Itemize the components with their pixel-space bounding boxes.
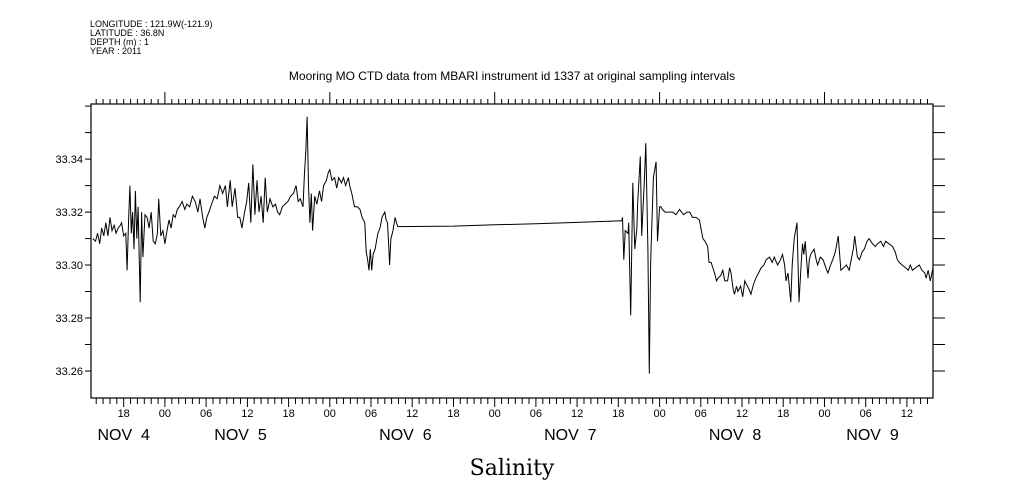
year-label: YEAR : 2011 xyxy=(90,46,142,56)
y-tick-label: 33.32 xyxy=(55,207,83,219)
x-tick-label: 18 xyxy=(282,408,294,420)
x-tick-label: 06 xyxy=(695,408,707,420)
y-tick-label: 33.26 xyxy=(55,366,83,378)
plot-area xyxy=(92,116,934,374)
date-label: NOV 7 xyxy=(544,427,597,444)
x-tick-label: 06 xyxy=(200,408,212,420)
x-tick-label: 06 xyxy=(860,408,872,420)
axes: 18 00 06 12 18 00 06 12 18 00 06 12 18 00 06 12 18 00 06 12… xyxy=(55,92,945,444)
plot-frame xyxy=(90,103,934,399)
x-tick-label: 06 xyxy=(530,408,542,420)
x-axis-label: Salinity xyxy=(470,456,555,481)
x-tick-label: 12 xyxy=(406,408,418,420)
y-tick-label: 33.34 xyxy=(55,154,83,166)
x-tick-label: 18 xyxy=(118,408,130,420)
date-label: NOV 8 xyxy=(709,427,762,444)
x-tick-label: 12 xyxy=(241,408,253,420)
x-tick-label: 18 xyxy=(777,408,789,420)
depth-label: DEPTH (m) : 1 xyxy=(90,37,150,47)
date-label: NOV 9 xyxy=(846,427,899,444)
x-tick-label: 12 xyxy=(736,408,748,420)
x-tick-label: 18 xyxy=(612,408,624,420)
y-tick-label: 33.30 xyxy=(55,260,83,272)
x-tick-label: 12 xyxy=(901,408,913,420)
x-tick-label: 00 xyxy=(818,408,830,420)
y-tick-label: 33.28 xyxy=(55,313,83,325)
salinity-series-line xyxy=(92,116,934,374)
date-label: NOV 5 xyxy=(214,427,267,444)
date-label: NOV 4 xyxy=(97,427,150,444)
x-tick-label: 00 xyxy=(159,408,171,420)
date-label: NOV 6 xyxy=(379,427,432,444)
x-tick-label: 00 xyxy=(653,408,665,420)
x-tick-label: 12 xyxy=(571,408,583,420)
x-tick-label: 00 xyxy=(324,408,336,420)
longitude-label: LONGITUDE : 121.9W(-121.9) xyxy=(90,19,213,29)
x-tick-label: 06 xyxy=(365,408,377,420)
x-tick-label: 00 xyxy=(489,408,501,420)
x-tick-label: 18 xyxy=(447,408,459,420)
chart-title: Mooring MO CTD data from MBARI instrumen… xyxy=(289,69,735,83)
latitude-label: LATITUDE : 36.8N xyxy=(90,28,165,38)
